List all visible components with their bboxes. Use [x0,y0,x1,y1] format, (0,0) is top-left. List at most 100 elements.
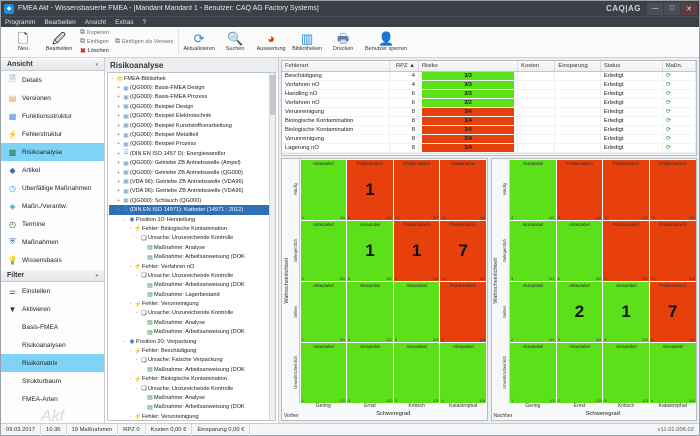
matrix-cell[interactable]: Akzeptabel 2 1/2 [347,342,393,403]
tree-scrollbar-thumb[interactable] [270,75,275,115]
expand-toggle-icon[interactable]: + [117,85,120,92]
tree-node[interactable]: - ◉ Position 20: Verpackung [109,337,275,346]
matrix-cell[interactable]: Akzeptabel 1 1/1 [300,342,347,403]
tree-node[interactable]: ▤ Maßnahme: Analyse [109,318,275,327]
column-header-risiko[interactable]: Risiko [418,61,519,72]
cell-massnahmen[interactable]: ⟳ [662,71,696,81]
collapse-toggle-icon[interactable]: - [129,348,132,355]
table-header-row[interactable]: Fehlerart RPZ ▲ Risiko Kosten Einsparung Stat… [282,61,696,72]
column-header-status[interactable]: Status [600,61,663,72]
libraries-button[interactable]: ▥ Bibliotheken [290,28,324,56]
sidebar-section-ansicht-header[interactable]: Ansicht ▾ [1,58,104,71]
sidebar-item-risikomatrix[interactable]: Risikomatrix [1,354,104,372]
matrix-cell[interactable]: Problematisch 9 3/3 [603,220,649,281]
collapse-toggle-icon[interactable]: - [123,338,126,345]
matrix-cell[interactable]: Akzeptabel 2 1/2 [556,342,603,403]
tree-scrollbar[interactable] [269,73,275,420]
tree-node[interactable]: - ❏ Ursache: Falsche Verpackung [109,356,275,365]
edit-button[interactable]: 🖉 Bearbeiten [42,28,76,56]
collapse-toggle-icon[interactable]: - [135,310,138,317]
table-row[interactable]: Verfahren nO 6 3/2 Erledigt ⟳ [282,98,696,108]
matrix-cell[interactable]: Problematisch 1 9 3/3 [393,220,440,281]
maximize-button[interactable]: □ [664,2,680,15]
expand-toggle-icon[interactable]: + [117,160,120,167]
tree-node[interactable]: + ▣ (QG000): Beispiel Prozess [109,140,275,149]
collapse-toggle-icon[interactable]: - [135,357,138,364]
tree-node[interactable]: + ▣ (QG000): Schlauch (QG000) [109,196,275,205]
tree-node[interactable]: + ▣ (QG000): Basis-FMEA Prozess [109,93,275,102]
tree-node[interactable]: - ❏ Ursache: Unzureichende Kontrolle [109,234,275,243]
expand-toggle-icon[interactable]: + [117,113,120,120]
sidebar-item-risikoanalysen[interactable]: Risikoanalysen [1,336,104,354]
sidebar-item-strukturbaum[interactable]: Strukturbaum [1,372,104,390]
cell-massnahmen[interactable]: ⟳ [662,125,696,135]
copy-button[interactable]: ⧉ Kopieren [80,29,109,37]
table-row[interactable]: Handling nO 6 3/3 Erledigt ⟳ [282,89,696,99]
collapse-toggle-icon[interactable]: - [123,216,126,223]
sidebar-item-ma-n-verantw[interactable]: ◈ Maßn./Verantw. [1,197,104,215]
table-row[interactable]: Beschädigung 4 3/3 Erledigt ⟳ [282,71,696,81]
table-row[interactable]: Verfahren nO 4 3/3 Erledigt ⟳ [282,80,696,90]
collapse-toggle-icon[interactable]: - [129,376,132,383]
expand-toggle-icon[interactable]: + [117,188,120,195]
table-row[interactable]: Biologische Kontamination 8 3/4 Erledigt ⟳ [282,116,696,126]
matrix-cell[interactable]: Akzeptabel 4 2/2 [347,281,393,342]
tree-node[interactable]: - ⚡ Fehler: Biologische Kontamination [109,224,275,233]
sidebar-item-einstellen[interactable]: ⚌ Einstellen [1,282,104,300]
search-button[interactable]: 🔍 Suchen [218,28,252,56]
collapse-toggle-icon[interactable]: - [135,385,138,392]
sidebar-item-wissensbasis[interactable]: 💡 Wissensbasis [1,251,104,269]
matrix-cell[interactable]: Problematisch 8 4/2 [556,159,603,220]
expand-toggle-icon[interactable]: + [117,169,120,176]
collapse-toggle-icon[interactable]: - [117,207,120,214]
tree-node[interactable]: + ▣ (VDA 96): Getriebe ZB Antriebswelle (V… [109,187,275,196]
risk-table[interactable]: Fehlerart RPZ ▲ Risiko Kosten Einsparung Stat… [282,61,696,153]
close-button[interactable]: ✕ [681,2,697,15]
matrix-cell[interactable]: Akzeptabel 1 1/1 [510,342,556,403]
expand-toggle-icon[interactable]: + [117,94,120,101]
column-header-ma-n[interactable]: Maßn. [662,61,696,72]
delete-button[interactable]: ✖ Löschen [80,47,109,55]
collapse-toggle-icon[interactable]: - [129,413,132,420]
tree-node[interactable]: - ⌸ (DIN EN ISO 14971): Katheter (14971 : … [109,205,275,215]
tree-node[interactable]: ▤ Maßnahme: Analyse [109,243,275,252]
column-header-fehlerart[interactable]: Fehlerart [282,61,390,72]
tree-node[interactable]: + ▣ (QG000): Getriebe ZB Antriebswelle (QG… [109,168,275,177]
sidebar-item-fehlerstruktur[interactable]: ⚡ Fehlerstruktur [1,125,104,143]
matrix-cell[interactable]: Problematisch 12 3/4 [649,220,696,281]
tree-node[interactable]: - ❏ Ursache: Unzureichende Kontrolle [109,271,275,280]
sidebar-item-berf-llige-ma-nahmen[interactable]: ◷ Überfällige Maßnahmen [1,179,104,197]
matrix-cell[interactable]: Akzeptabel 1 6 2/3 [603,281,649,342]
expand-toggle-icon[interactable]: + [117,150,120,157]
menu-item-programm[interactable]: Programm [5,18,36,26]
paste-as-reference-button[interactable]: ⧉ Einfügen als Verweis [115,38,173,46]
table-row[interactable]: Verunreinigung 8 3/4 Erledigt ⟳ [282,107,696,117]
matrix-cell[interactable]: Akzeptabel 3 3/1 [510,220,556,281]
cell-massnahmen[interactable]: ⟳ [662,116,696,126]
expand-toggle-icon[interactable]: + [117,122,120,129]
cell-massnahmen[interactable]: ⟳ [662,98,696,108]
matrix-cell[interactable]: Akzeptabel 1 6 3/2 [347,220,393,281]
tree-node[interactable]: ▤ Maßnahme: Arbeitsanweisung (DOK [109,252,275,261]
matrix-cell[interactable]: Problematisch 12 4/3 [393,159,440,220]
menu-item-help[interactable]: ? [142,18,147,26]
tree-node[interactable]: ▤ Maßnahme: Arbeitsanweisung (DOK [109,365,275,374]
tree-node[interactable]: ▤ Maßnahme: Arbeitsanweisung (DOK [109,328,275,337]
sidebar-item-fmea-arten[interactable]: FMEA-Arten [1,390,104,408]
matrix-cell[interactable]: Akzeptabel 6 2/3 [393,281,440,342]
collapse-toggle-icon[interactable]: - [129,225,132,232]
lock-user-button[interactable]: 👤 Benutzer sperren [362,28,410,56]
minimize-button[interactable]: — [647,2,663,15]
matrix-cell[interactable]: Problematisch 16 4/4 [649,159,696,220]
cell-massnahmen[interactable]: ⟳ [662,89,696,99]
tree-node[interactable]: + ▣ (QG000): Getriebe ZB Antriebswelle (Am… [109,159,275,168]
table-row[interactable]: Lagerung nO 8 3/4 Erledigt ⟳ [282,143,696,153]
tree-node[interactable]: + ▣ (QG000): Beispiel Design [109,102,275,111]
print-button[interactable]: 🖶 Drucken [326,28,360,56]
cell-massnahmen[interactable]: ⟳ [662,143,696,153]
column-header-einsparung[interactable]: Einsparung [554,61,601,72]
tree-node[interactable]: + ▣ (QG000): Beispiel Elektrotechnik [109,112,275,121]
matrix-cell[interactable]: Akzeptabel 4 4/1 [300,159,347,220]
column-header-rpz[interactable]: RPZ ▲ [389,61,419,72]
matrix-cell[interactable]: Problematisch 8 2/4 [440,281,486,342]
